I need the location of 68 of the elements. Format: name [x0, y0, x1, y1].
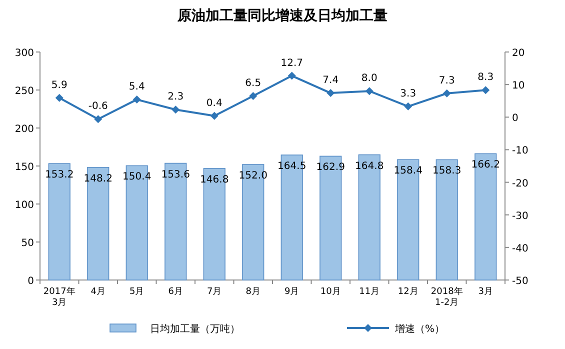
point	[326, 89, 335, 98]
y2-tick-label: -10	[512, 146, 528, 157]
data-label: 2.3	[168, 92, 184, 103]
point	[210, 112, 218, 120]
data-label: 148.2	[84, 173, 112, 184]
point	[365, 87, 374, 96]
y-tick-label: 200	[14, 124, 34, 135]
x-tick-label: 9月	[284, 287, 300, 297]
x-tick-label: 3月	[478, 287, 493, 297]
data-label: 0.4	[206, 98, 222, 109]
x-tick-label: 10月	[320, 287, 341, 297]
data-label: 158.3	[432, 166, 462, 177]
point	[172, 106, 180, 114]
x-tick-label: 12月	[398, 287, 418, 297]
legend-日均加工量（万吨）: 日均加工量（万吨）	[110, 324, 240, 335]
data-label: 146.8	[200, 174, 229, 186]
point	[404, 102, 412, 110]
data-label: 6.5	[245, 78, 262, 89]
point	[94, 115, 102, 124]
data-label: 158.4	[394, 166, 422, 177]
point	[132, 96, 141, 104]
data-label: 5.9	[51, 80, 68, 91]
y-tick-label: 250	[14, 86, 34, 97]
y-tick-label: 50	[21, 238, 34, 249]
point	[442, 89, 451, 98]
y-tick-label: 150	[14, 162, 34, 173]
data-label: 5.4	[128, 82, 145, 93]
y2-tick-label: -30	[512, 210, 528, 222]
x-tick-label: 4月	[90, 287, 106, 297]
chart-title: 原油加工量同比增速及日均加工量	[176, 8, 388, 24]
x-tick-label: 5月	[130, 287, 144, 297]
data-label: 8.0	[361, 73, 378, 84]
y-tick-label: 300	[14, 48, 34, 59]
data-label: 12.7	[280, 58, 304, 69]
data-label: 166.2	[471, 160, 500, 171]
y-tick-label: 100	[14, 200, 34, 211]
data-label: 162.9	[316, 162, 345, 174]
data-label: 3.3	[400, 88, 416, 100]
x-tick-label: 2018年 1-2月	[430, 286, 463, 308]
data-label: 164.8	[355, 160, 384, 172]
x-tick-label: 2017年 3月	[43, 286, 76, 308]
data-label: -0.6	[88, 101, 108, 112]
legend-label: 日均加工量（万吨）	[150, 323, 240, 335]
data-label: 150.4	[122, 172, 152, 183]
y-tick-label: 0	[28, 276, 34, 287]
point	[482, 86, 490, 94]
legend-label: 增速（%）	[394, 323, 445, 335]
data-label: 7.3	[438, 75, 455, 86]
data-label: 152.0	[238, 170, 268, 182]
data-label: 7.4	[322, 75, 339, 86]
point	[55, 94, 64, 102]
point	[249, 92, 258, 100]
y2-tick-label: 0	[512, 113, 518, 124]
y2-tick-label: 10	[512, 80, 525, 92]
y2-tick-label: -40	[512, 243, 528, 254]
x-tick-label: 6月	[168, 287, 183, 297]
data-label: 153.6	[161, 169, 190, 180]
data-label: 8.3	[478, 72, 494, 84]
x-tick-label: 7月	[207, 287, 222, 297]
y2-tick-label: -20	[512, 178, 528, 190]
y2-tick-label: 20	[512, 48, 525, 59]
data-label: 153.2	[45, 170, 74, 181]
x-tick-label: 8月	[246, 287, 260, 297]
y2-tick-label: -50	[512, 276, 528, 287]
legend-增速（%）: 增速（%）	[347, 324, 445, 335]
x-tick-label: 11月	[359, 287, 380, 297]
data-label: 164.5	[278, 160, 306, 172]
point	[288, 72, 296, 80]
